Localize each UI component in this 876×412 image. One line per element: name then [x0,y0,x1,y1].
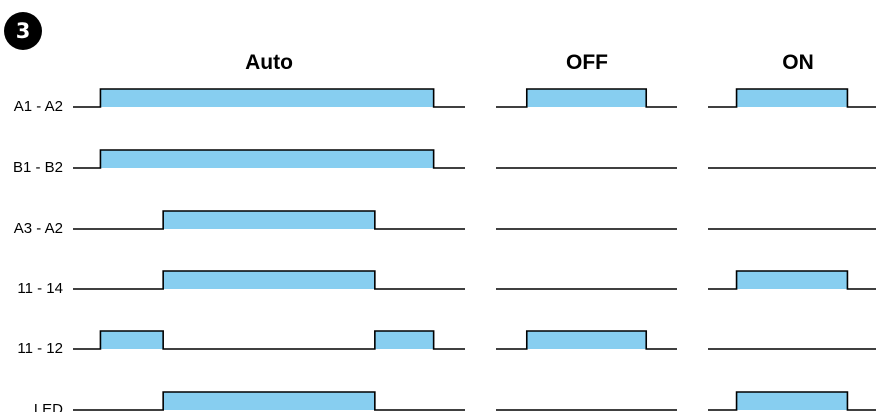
signal-row-11-12: 11 - 12 [17,330,876,357]
waveform-auto [73,270,465,290]
waveform-auto [73,149,465,169]
pulse-auto-1 [163,392,375,410]
pulse-auto-1 [100,89,434,107]
row-label: A1 - A2 [14,98,63,115]
column-headers: Auto OFF ON [245,51,814,74]
step-badge-circle [4,12,42,50]
row-label: A3 - A2 [14,220,63,237]
signal-row-a3-a2: A3 - A2 [14,210,876,237]
column-header-off: OFF [566,51,608,74]
waveform-on [708,391,876,411]
waveform-auto [73,391,465,411]
step-number: 3 [16,19,31,43]
signal-row-11-14: 11 - 14 [17,270,876,297]
pulse-auto-1 [163,271,375,289]
column-header-on: ON [782,51,814,74]
signal-row-led: LED [34,391,876,412]
step-badge: 3 [4,12,42,50]
waveform-auto [73,330,465,350]
pulse-auto-2 [374,331,434,349]
waveform-on [708,88,876,108]
pulse-on-1 [736,89,848,107]
pulse-on-1 [736,271,848,289]
row-label: 11 - 12 [17,340,63,357]
signal-rows: A1 - A2 B1 - B2 A3 - A2 11 - 14 11 - 12 LED [13,88,876,412]
pulse-auto-1 [163,211,375,229]
pulse-on-1 [736,392,848,410]
column-header-auto: Auto [245,51,293,74]
row-label: B1 - B2 [13,159,63,176]
pulse-off-1 [526,331,647,349]
waveform-auto [73,88,465,108]
row-label: 11 - 14 [17,280,63,297]
waveform-auto [73,210,465,230]
waveform-off [496,88,677,108]
pulse-auto-1 [100,150,434,168]
row-label: LED [34,401,63,412]
signal-row-a1-a2: A1 - A2 [14,88,876,115]
waveform-on [708,270,876,290]
pulse-off-1 [526,89,647,107]
signal-row-b1-b2: B1 - B2 [13,149,876,176]
pulse-auto-1 [100,331,164,349]
waveform-off [496,330,677,350]
